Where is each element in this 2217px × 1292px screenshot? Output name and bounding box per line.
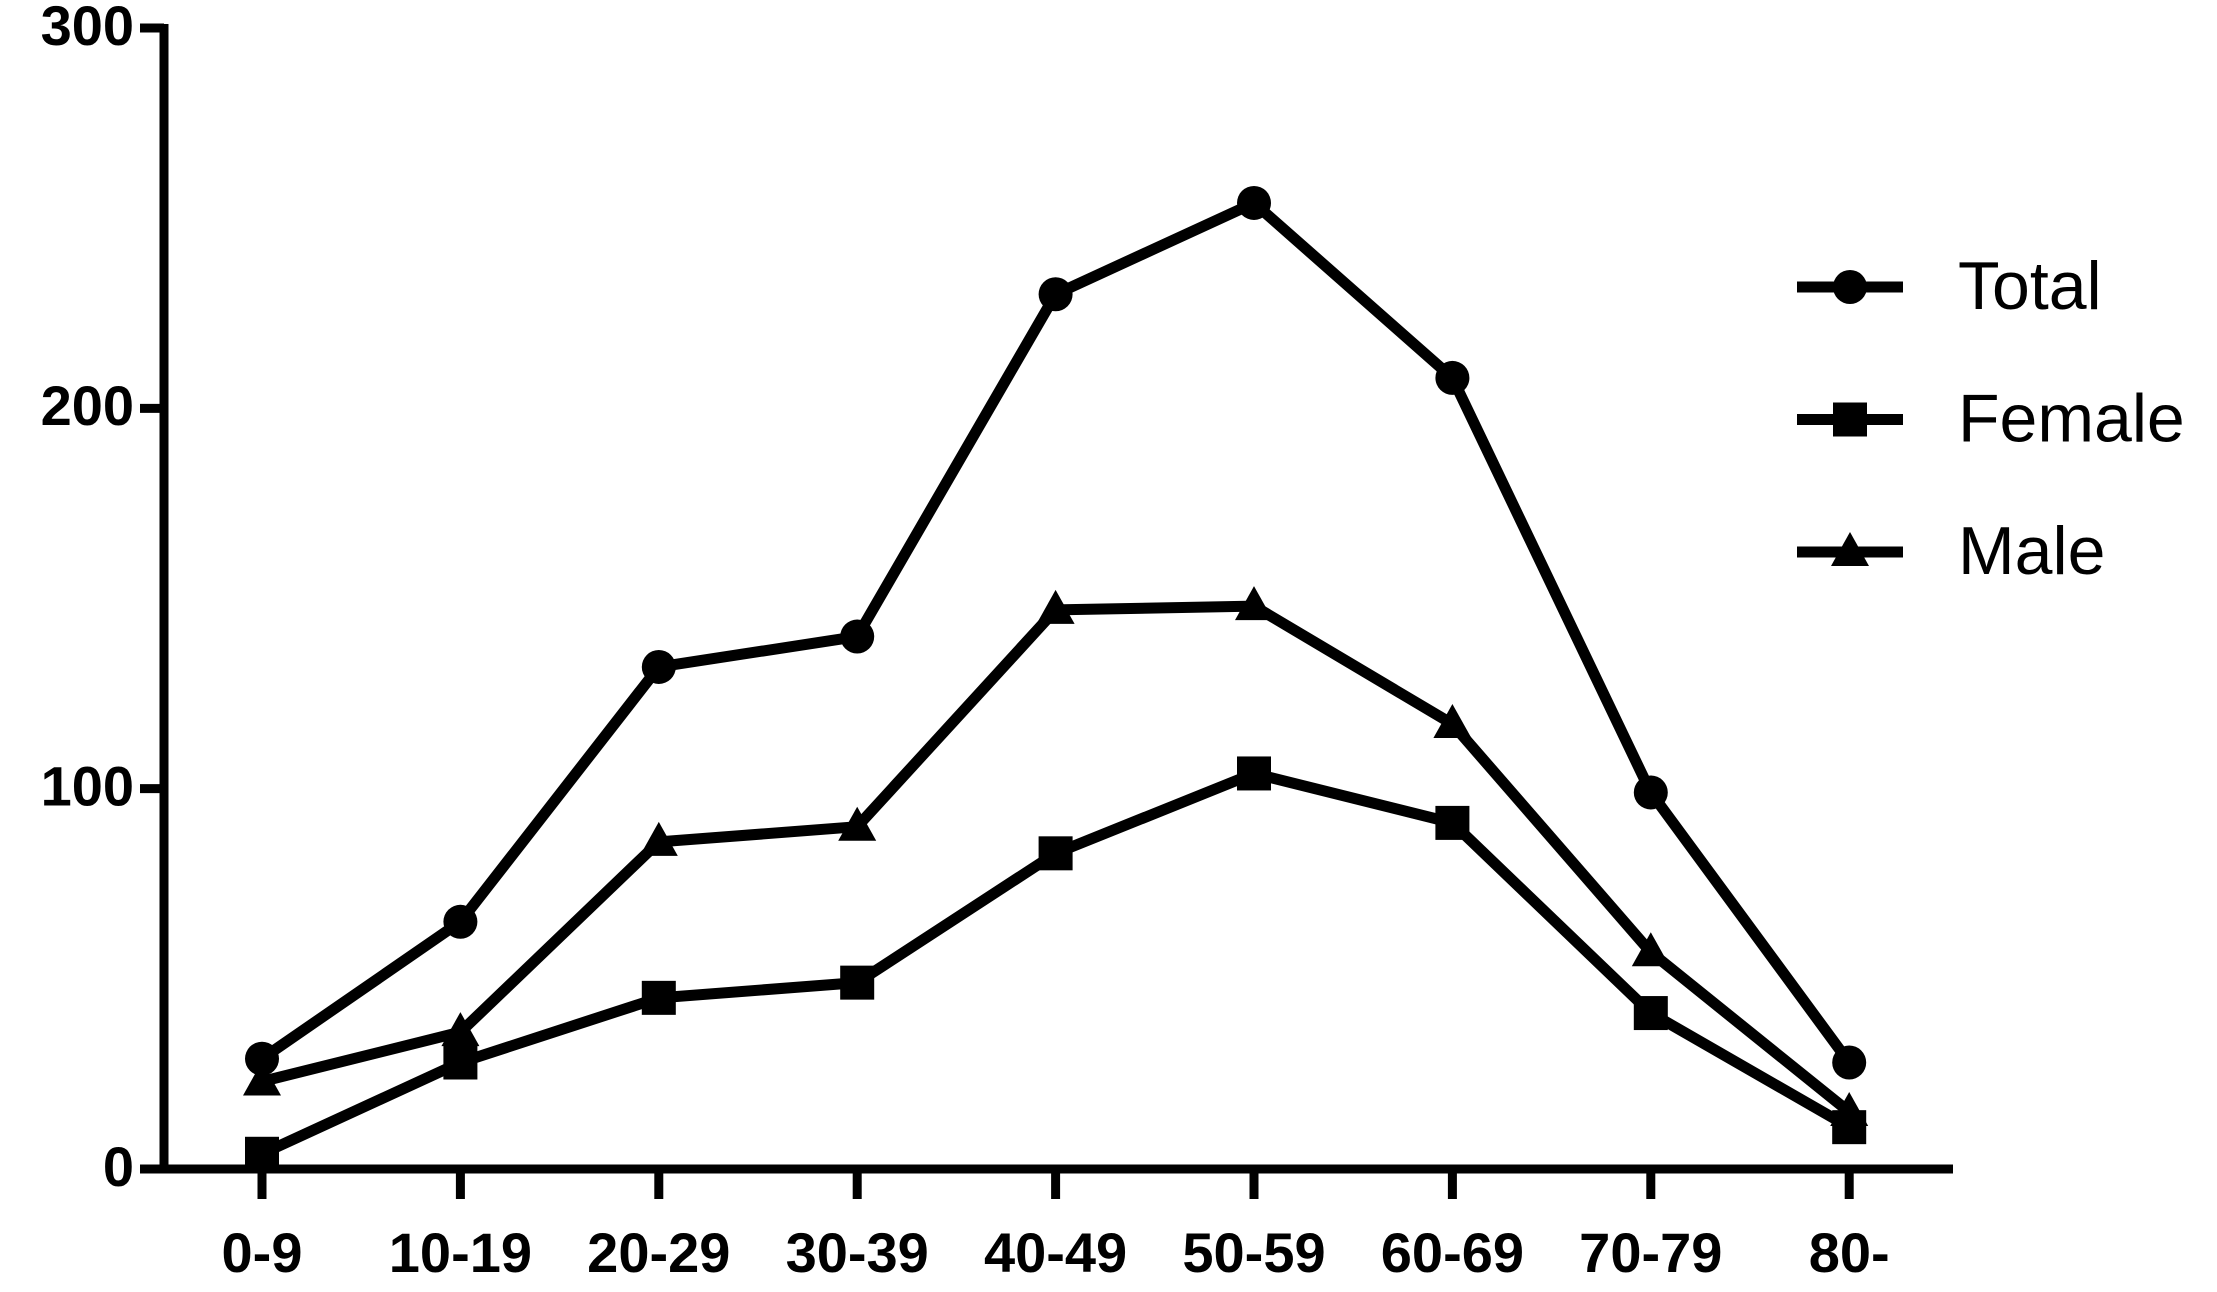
legend-label: Female (1958, 380, 2185, 456)
marker (840, 965, 875, 1000)
marker (441, 1012, 480, 1047)
x-tick-label: 30-39 (786, 1221, 929, 1284)
x-tick-label: 70-79 (1579, 1221, 1722, 1284)
marker (1631, 932, 1670, 967)
y-tick-label: 100 (41, 754, 134, 817)
x-tick-label: 40-49 (984, 1221, 1127, 1284)
marker (443, 1045, 478, 1080)
marker (1435, 805, 1470, 840)
marker (1830, 1091, 1869, 1126)
marker (1038, 277, 1073, 312)
legend-marker (1833, 270, 1867, 304)
x-tick-label: 20-29 (587, 1221, 730, 1284)
marker (1036, 589, 1075, 624)
series-line (258, 197, 1854, 1066)
marker (840, 619, 875, 654)
marker (1038, 836, 1073, 871)
marker (639, 821, 678, 856)
x-tick-label: 0-9 (222, 1221, 303, 1284)
series-line (259, 767, 1852, 1159)
marker (1235, 586, 1273, 621)
marker (1237, 185, 1271, 220)
legend-marker (1831, 532, 1869, 566)
y-tick-label: 200 (41, 374, 134, 437)
x-tick-label: 60-69 (1381, 1221, 1524, 1284)
marker (838, 806, 877, 841)
legend-label: Male (1958, 513, 2105, 589)
marker (1832, 1045, 1867, 1080)
y-tick-label: 300 (41, 0, 134, 57)
marker (641, 649, 676, 684)
marker (1237, 756, 1271, 791)
marker (245, 1041, 279, 1076)
marker (1633, 775, 1668, 810)
marker (1433, 704, 1472, 739)
x-tick-label: 50-59 (1182, 1221, 1325, 1284)
marker (243, 1061, 281, 1096)
marker (443, 904, 478, 939)
marker (641, 980, 676, 1015)
x-tick-label: 80- (1809, 1221, 1890, 1284)
marker (245, 1136, 279, 1171)
marker (1633, 996, 1668, 1031)
legend-label: Total (1958, 248, 2102, 324)
y-tick-label: 0 (103, 1135, 134, 1198)
x-tick-label: 10-19 (389, 1221, 532, 1284)
marker (1435, 360, 1470, 395)
legend-marker (1833, 402, 1867, 437)
